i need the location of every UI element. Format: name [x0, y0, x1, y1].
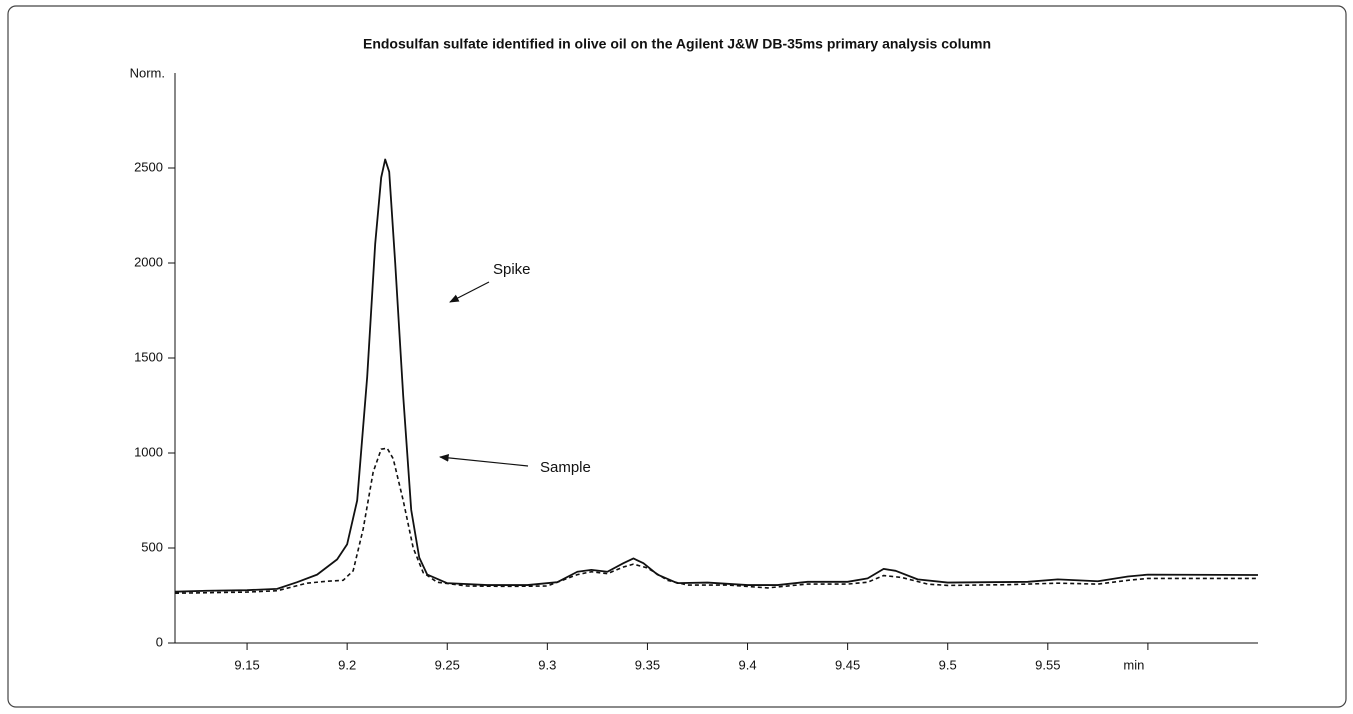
- x-tick-label: 9.45: [835, 657, 860, 672]
- y-axis-label: Norm.: [130, 65, 165, 80]
- y-tick-label: 2000: [134, 254, 163, 269]
- y-tick-label: 1500: [134, 349, 163, 364]
- chart-title: Endosulfan sulfate identified in olive o…: [363, 36, 991, 52]
- x-tick-label: 9.3: [538, 657, 556, 672]
- x-tick-label: min: [1123, 657, 1144, 672]
- x-tick-label: 9.35: [635, 657, 660, 672]
- y-tick-label: 0: [156, 634, 163, 649]
- y-tick-label: 1000: [134, 444, 163, 459]
- sample-arrow: [439, 454, 529, 467]
- x-tick-label: 9.5: [939, 657, 957, 672]
- sample-annotation: Sample: [540, 459, 591, 476]
- spike-annotation: Spike: [493, 261, 531, 278]
- frame: [7, 5, 1347, 708]
- x-tick-label: 9.4: [738, 657, 756, 672]
- y-tick-label: 500: [141, 539, 163, 554]
- spike-arrow: [449, 281, 490, 303]
- y-tick-label: 2500: [134, 159, 163, 174]
- x-tick-label: 9.2: [338, 657, 356, 672]
- series-line: [174, 447, 1258, 595]
- x-tick-label: 9.55: [1035, 657, 1060, 672]
- series-line: [174, 158, 1259, 593]
- x-tick-label: 9.15: [234, 657, 259, 672]
- x-tick-label: 9.25: [435, 657, 460, 672]
